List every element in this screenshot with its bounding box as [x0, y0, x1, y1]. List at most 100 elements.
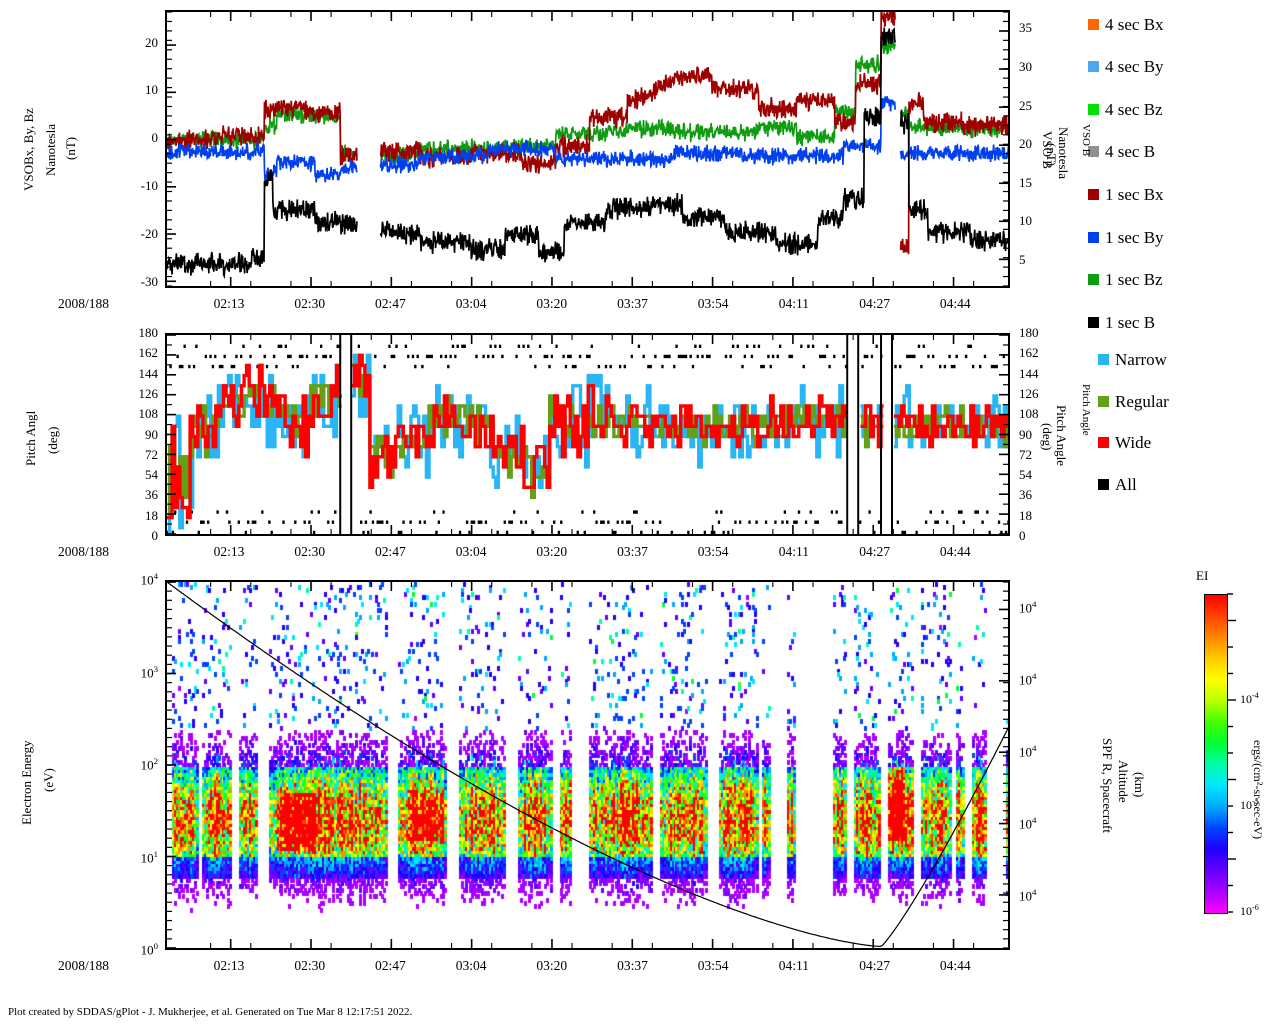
axis-tick-label: 126: [1019, 385, 1039, 401]
legend-group-vso-b: VSO B: [1080, 123, 1092, 157]
axis-tick-label: 102: [140, 756, 158, 773]
axis-tick-label: 144: [1019, 365, 1039, 381]
legend-item-4-sec-bx[interactable]: 4 sec Bx: [1088, 16, 1164, 33]
pitch-date-label: 2008/188: [58, 544, 110, 559]
axis-tick-label: 103: [140, 663, 158, 680]
x-tick-label: 03:20: [536, 296, 568, 311]
x-tick-label: 04:27: [859, 958, 890, 973]
x-tick-label: 02:30: [294, 296, 326, 311]
legend-item-1-sec-b[interactable]: 1 sec B: [1088, 314, 1155, 331]
legend-group-pitch-angle: Pitch Angle: [1080, 384, 1092, 436]
spec-ylabel-right-units: (km): [1132, 772, 1147, 798]
legend-color-swatch: [1088, 189, 1099, 200]
spec-ylabel-left-units: (eV): [41, 768, 56, 792]
mag-ylabel-left: VSOBx, By, Bz: [21, 108, 36, 192]
axis-tick-label: 54: [145, 467, 158, 483]
colorbar-tick-label: 10-6: [1240, 903, 1259, 918]
axis-tick-label: 144: [138, 365, 159, 381]
axis-tick-label: 0: [1019, 528, 1026, 543]
legend-label: Regular: [1115, 392, 1169, 411]
axis-tick-label: -20: [140, 226, 158, 242]
legend-color-swatch: [1098, 437, 1109, 448]
axis-tick-label: 104: [1019, 671, 1037, 688]
legend-label: 4 sec B: [1105, 142, 1156, 161]
magnetic-field-panel: [165, 10, 1010, 288]
legend-item-1-sec-bx[interactable]: 1 sec Bx: [1088, 186, 1164, 203]
axis-tick-label: 180: [1019, 325, 1039, 340]
electron-spectrogram-image: [167, 582, 1008, 948]
legend-label: 4 sec By: [1105, 57, 1164, 76]
axis-tick-label: 10: [145, 82, 158, 98]
legend-label: Wide: [1115, 433, 1152, 452]
legend-item-1-sec-bz[interactable]: 1 sec Bz: [1088, 271, 1163, 288]
axis-tick-label: 104: [1019, 815, 1037, 832]
x-tick-label: 02:13: [213, 544, 245, 559]
legend-label: 1 sec B: [1105, 313, 1156, 332]
axis-tick-label: 104: [140, 571, 158, 588]
axis-frame-ticks: [167, 12, 1008, 286]
colorbar-tick-label: 10-4: [1240, 690, 1259, 706]
x-tick-label: 03:37: [617, 544, 648, 559]
legend-color-swatch: [1098, 354, 1109, 365]
axis-tick-label: 72: [1019, 446, 1032, 462]
legend-color-swatch: [1088, 274, 1099, 285]
axis-tick-label: 0: [151, 130, 159, 146]
axis-tick-label: 15: [1019, 174, 1032, 190]
legend-item-1-sec-by[interactable]: 1 sec By: [1088, 229, 1164, 246]
axis-tick-label: 72: [145, 446, 158, 462]
legend-item-4-sec-bz[interactable]: 4 sec Bz: [1088, 101, 1163, 118]
axis-tick-label: 20: [1019, 136, 1032, 152]
legend-item-all[interactable]: All: [1098, 476, 1137, 493]
legend-label: All: [1115, 475, 1137, 494]
legend-label: 1 sec Bx: [1105, 185, 1164, 204]
x-tick-label: 04:27: [859, 544, 890, 559]
spec-date-label: 2008/188: [58, 958, 110, 973]
x-tick-label: 03:37: [617, 958, 648, 973]
legend-item-regular[interactable]: Regular: [1098, 393, 1169, 410]
axis-tick-label: -30: [140, 274, 158, 290]
mag-ylabel-left-units: Nanotesla: [43, 124, 58, 177]
axis-tick-label: 36: [145, 487, 158, 503]
x-tick-label: 02:30: [294, 544, 326, 559]
x-tick-label: 02:13: [213, 296, 245, 311]
legend-item-narrow[interactable]: Narrow: [1098, 351, 1167, 368]
mag-ylabel-right: VSO B: [1040, 131, 1055, 169]
axis-tick-label: 108: [138, 406, 159, 422]
x-tick-label: 03:04: [455, 544, 487, 559]
axis-tick-label: 100: [140, 941, 158, 958]
legend-color-swatch: [1098, 479, 1109, 490]
axis-tick-label: 18: [145, 507, 158, 523]
axis-tick-label: 30: [1019, 58, 1032, 74]
pitch-ylabel-left-units: (deg): [45, 426, 60, 454]
axis-tick-label: 104: [1019, 887, 1037, 904]
x-tick-label: 04:44: [939, 296, 971, 311]
mag-ylabel-right-units: Nanotesla: [1056, 126, 1071, 179]
spec-ylabel-right: SPF R, Spacecraft: [1100, 738, 1115, 833]
x-tick-label: 03:04: [455, 958, 487, 973]
legend-label: 4 sec Bz: [1105, 100, 1163, 119]
axis-frame-ticks: [167, 582, 1008, 948]
spec-ylabel-left: Electron Energy: [19, 740, 34, 825]
legend-item-4-sec-by[interactable]: 4 sec By: [1088, 58, 1164, 75]
x-tick-label: 04:11: [778, 296, 810, 311]
axis-tick-label: 10: [1019, 213, 1032, 229]
x-tick-label: 04:11: [778, 544, 810, 559]
axis-tick-label: 20: [145, 34, 158, 50]
x-tick-label: 04:44: [939, 544, 971, 559]
colorbar-gradient: [1204, 594, 1228, 914]
legend-color-swatch: [1088, 61, 1099, 72]
pitch-angle-panel: [165, 333, 1010, 536]
axis-tick-label: 126: [138, 385, 159, 401]
x-tick-label: 02:13: [213, 958, 245, 973]
legend-item-wide[interactable]: Wide: [1098, 434, 1151, 451]
axis-tick-label: 90: [1019, 426, 1032, 442]
x-tick-label: 03:20: [536, 958, 568, 973]
x-tick-label: 04:11: [778, 958, 810, 973]
axis-tick-label: 25: [1019, 97, 1032, 113]
axis-tick-label: 162: [138, 345, 159, 361]
axis-tick-label: 35: [1019, 20, 1032, 36]
legend-item-4-sec-b[interactable]: 4 sec B: [1088, 143, 1155, 160]
axis-frame-ticks: [167, 335, 1008, 534]
legend-color-swatch: [1088, 104, 1099, 115]
axis-tick-label: 5: [1019, 251, 1026, 267]
